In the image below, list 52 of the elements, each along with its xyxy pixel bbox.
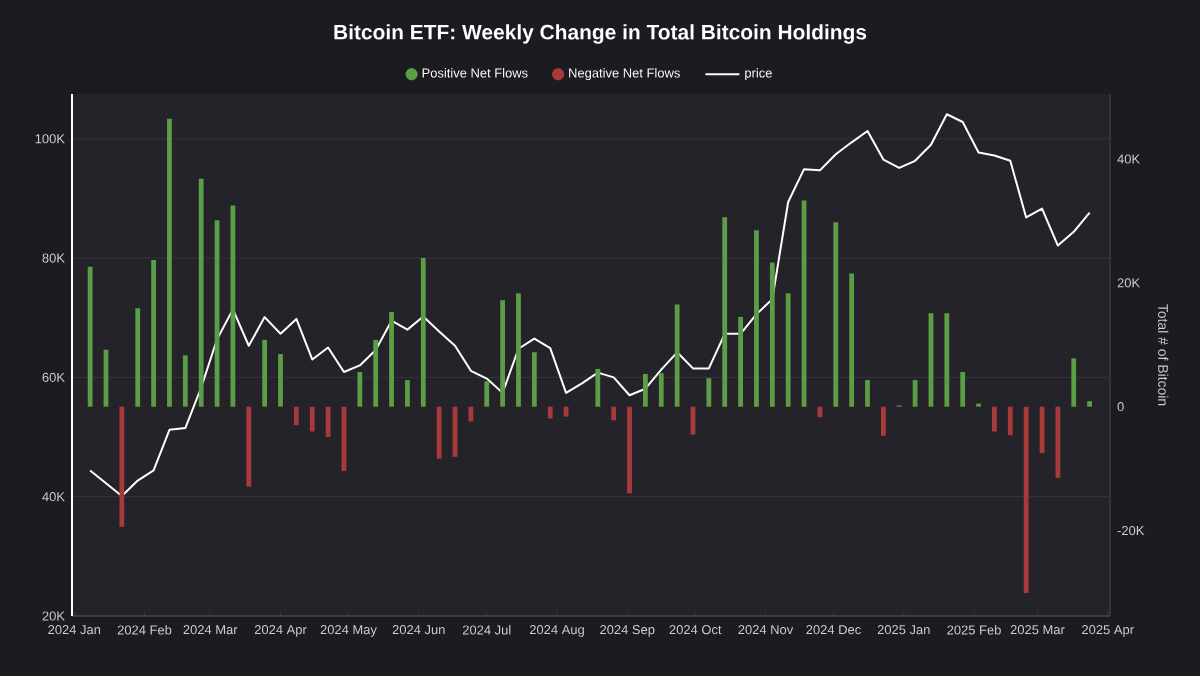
bar: [420, 258, 426, 407]
bar: [1071, 358, 1077, 407]
bar: [912, 380, 918, 407]
bar: [849, 273, 855, 407]
bar: [262, 339, 268, 407]
bar: [246, 406, 252, 487]
bar: [1087, 401, 1093, 407]
bar: [309, 406, 315, 432]
bar: [1055, 406, 1061, 478]
bar: [405, 380, 410, 407]
bar: [722, 217, 728, 407]
bar: [531, 352, 537, 407]
chart-title: Bitcoin ETF: Weekly Change in Total Bitcoin Holdings: [334, 24, 867, 44]
bar: [325, 406, 331, 438]
bar: [293, 406, 299, 426]
bar: [278, 354, 283, 407]
bar: [1007, 406, 1013, 436]
bar: [944, 313, 950, 407]
bar: [135, 308, 141, 407]
bar: [643, 373, 648, 407]
bar: [436, 406, 442, 459]
bar: [992, 406, 997, 432]
bar: [357, 372, 363, 407]
bar: [611, 406, 617, 421]
bar: [960, 372, 966, 407]
bar: [500, 300, 506, 407]
bar: [182, 355, 188, 407]
bar: [833, 222, 839, 407]
bar: [595, 368, 601, 407]
bar: [151, 259, 156, 407]
bar: [658, 373, 664, 407]
bar: [389, 311, 394, 407]
bar: [373, 339, 379, 407]
bar: [468, 406, 474, 422]
bar: [198, 178, 204, 407]
bar: [769, 262, 775, 407]
line-series: [89, 113, 1091, 498]
bar: [880, 406, 886, 436]
bar: [785, 293, 791, 407]
bar: [516, 293, 521, 407]
bar: [627, 406, 632, 494]
bar: [754, 230, 759, 407]
bar: [119, 406, 125, 527]
bar: [706, 378, 712, 407]
bar: [484, 381, 490, 407]
bar: [1023, 406, 1029, 594]
bar: [674, 304, 680, 407]
bar: [865, 380, 870, 407]
bar: [167, 118, 172, 407]
bar: [87, 266, 93, 407]
bar: [547, 406, 553, 419]
bar: [738, 316, 743, 407]
